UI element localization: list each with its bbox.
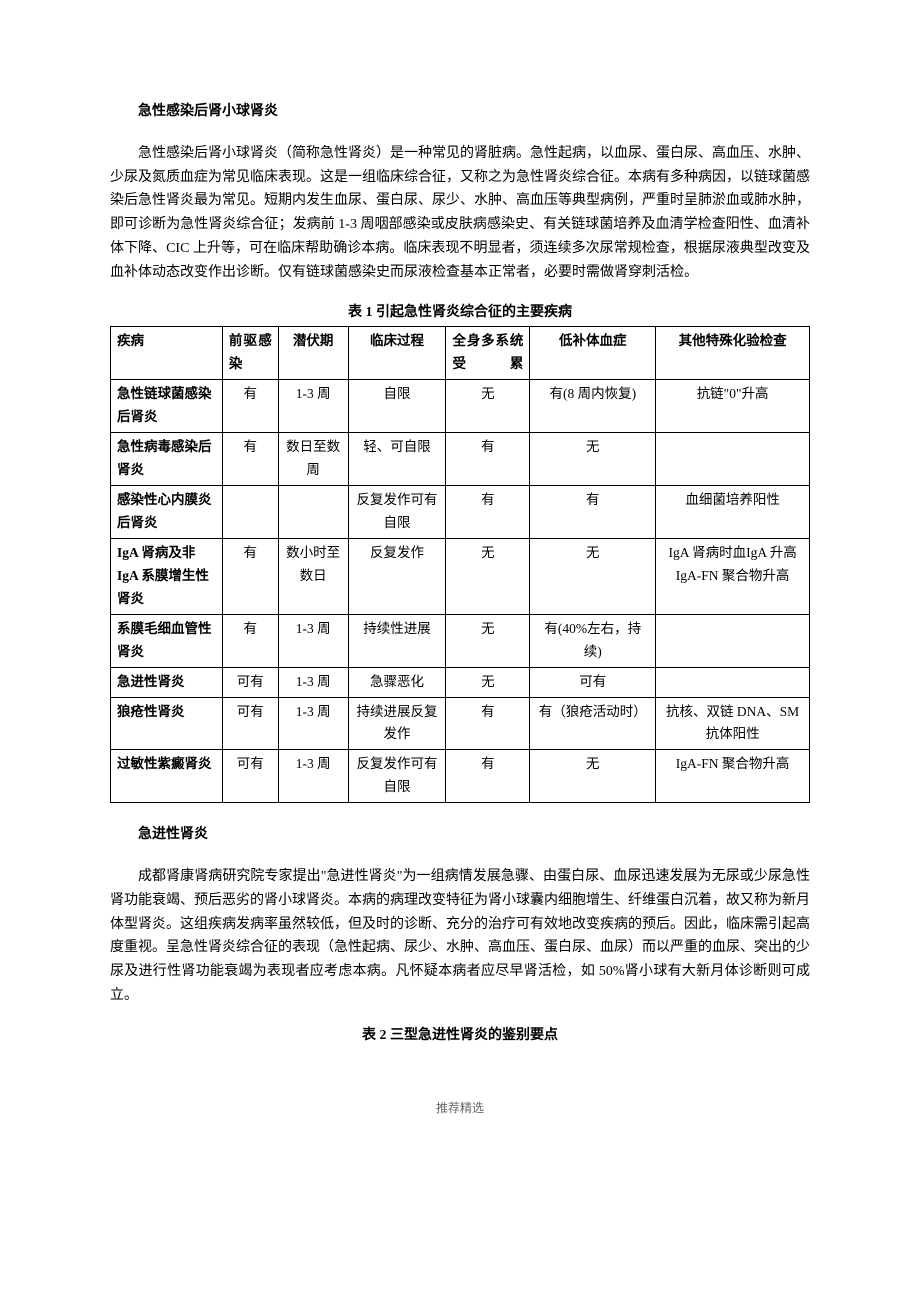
cell-prodrome: 有 xyxy=(222,538,278,614)
cell-clinical: 急骤恶化 xyxy=(348,667,446,697)
table-row: 系膜毛细血管性肾炎有1-3 周持续性进展无有(40%左右，持续) xyxy=(111,614,810,667)
th-clinical: 临床过程 xyxy=(348,327,446,380)
cell-disease: 狼疮性肾炎 xyxy=(111,697,223,750)
cell-clinical: 持续进展反复发作 xyxy=(348,697,446,750)
th-incubation: 潜伏期 xyxy=(278,327,348,380)
cell-systemic: 无 xyxy=(446,667,530,697)
cell-systemic: 无 xyxy=(446,380,530,433)
section1-paragraph: 急性感染后肾小球肾炎（简称急性肾炎）是一种常见的肾脏病。急性起病，以血尿、蛋白尿… xyxy=(110,142,810,285)
table-row: 感染性心内膜炎后肾炎反复发作可有自限有有血细菌培养阳性 xyxy=(111,486,810,539)
cell-clinical: 反复发作可有自限 xyxy=(348,486,446,539)
cell-prodrome: 有 xyxy=(222,614,278,667)
cell-disease: 感染性心内膜炎后肾炎 xyxy=(111,486,223,539)
cell-complement: 可有 xyxy=(530,667,656,697)
cell-complement: 有(8 周内恢复) xyxy=(530,380,656,433)
table2-caption: 表 2 三型急进性肾炎的鉴别要点 xyxy=(110,1024,810,1048)
th-disease: 疾病 xyxy=(111,327,223,380)
cell-complement: 无 xyxy=(530,538,656,614)
cell-incubation: 1-3 周 xyxy=(278,380,348,433)
cell-prodrome: 可有 xyxy=(222,667,278,697)
cell-disease: 急性病毒感染后肾炎 xyxy=(111,433,223,486)
table-row: 过敏性紫癜肾炎可有1-3 周反复发作可有自限有无IgA-FN 聚合物升高 xyxy=(111,750,810,803)
cell-special: 抗核、双链 DNA、SM 抗体阳性 xyxy=(656,697,810,750)
section2-paragraph: 成都肾康肾病研究院专家提出"急进性肾炎"为一组病情发展急骤、由蛋白尿、血尿迅速发… xyxy=(110,865,810,1008)
table-row: 急进性肾炎可有1-3 周急骤恶化无可有 xyxy=(111,667,810,697)
cell-special: 抗链"0"升高 xyxy=(656,380,810,433)
table-row: 急性病毒感染后肾炎有数日至数周轻、可自限有无 xyxy=(111,433,810,486)
cell-complement: 无 xyxy=(530,433,656,486)
cell-special: 血细菌培养阳性 xyxy=(656,486,810,539)
section2-title: 急进性肾炎 xyxy=(110,823,810,847)
cell-disease: 急性链球菌感染后肾炎 xyxy=(111,380,223,433)
cell-incubation: 1-3 周 xyxy=(278,667,348,697)
page-footer: 推荐精选 xyxy=(110,1098,810,1118)
cell-systemic: 有 xyxy=(446,433,530,486)
cell-prodrome: 可有 xyxy=(222,697,278,750)
table-row: 狼疮性肾炎可有1-3 周持续进展反复发作有有（狼疮活动时）抗核、双链 DNA、S… xyxy=(111,697,810,750)
cell-systemic: 无 xyxy=(446,538,530,614)
section1-title: 急性感染后肾小球肾炎 xyxy=(110,100,810,124)
cell-complement: 有(40%左右，持续) xyxy=(530,614,656,667)
cell-complement: 有 xyxy=(530,486,656,539)
cell-disease: 系膜毛细血管性肾炎 xyxy=(111,614,223,667)
cell-prodrome: 可有 xyxy=(222,750,278,803)
cell-special xyxy=(656,433,810,486)
cell-special xyxy=(656,667,810,697)
cell-systemic: 有 xyxy=(446,750,530,803)
th-special: 其他特殊化验检查 xyxy=(656,327,810,380)
cell-special: IgA-FN 聚合物升高 xyxy=(656,750,810,803)
cell-clinical: 反复发作 xyxy=(348,538,446,614)
cell-disease: 过敏性紫癜肾炎 xyxy=(111,750,223,803)
cell-prodrome: 有 xyxy=(222,380,278,433)
cell-systemic: 有 xyxy=(446,486,530,539)
cell-incubation: 1-3 周 xyxy=(278,750,348,803)
cell-prodrome: 有 xyxy=(222,433,278,486)
table1-header-row: 疾病 前驱感染 潜伏期 临床过程 全身多系统受累 低补体血症 其他特殊化验检查 xyxy=(111,327,810,380)
cell-complement: 有（狼疮活动时） xyxy=(530,697,656,750)
cell-complement: 无 xyxy=(530,750,656,803)
th-prodrome: 前驱感染 xyxy=(222,327,278,380)
cell-incubation: 1-3 周 xyxy=(278,697,348,750)
cell-incubation: 数小时至数日 xyxy=(278,538,348,614)
table-row: IgA 肾病及非IgA 系膜增生性肾炎有数小时至数日反复发作无无IgA 肾病时血… xyxy=(111,538,810,614)
cell-disease: IgA 肾病及非IgA 系膜增生性肾炎 xyxy=(111,538,223,614)
table-row: 急性链球菌感染后肾炎有1-3 周自限无有(8 周内恢复)抗链"0"升高 xyxy=(111,380,810,433)
table1-caption: 表 1 引起急性肾炎综合征的主要疾病 xyxy=(110,301,810,325)
cell-incubation xyxy=(278,486,348,539)
cell-special xyxy=(656,614,810,667)
th-complement: 低补体血症 xyxy=(530,327,656,380)
table1: 疾病 前驱感染 潜伏期 临床过程 全身多系统受累 低补体血症 其他特殊化验检查 … xyxy=(110,326,810,803)
cell-clinical: 自限 xyxy=(348,380,446,433)
cell-systemic: 有 xyxy=(446,697,530,750)
cell-disease: 急进性肾炎 xyxy=(111,667,223,697)
cell-special: IgA 肾病时血IgA 升高 IgA-FN 聚合物升高 xyxy=(656,538,810,614)
cell-incubation: 数日至数周 xyxy=(278,433,348,486)
cell-prodrome xyxy=(222,486,278,539)
cell-systemic: 无 xyxy=(446,614,530,667)
cell-clinical: 反复发作可有自限 xyxy=(348,750,446,803)
cell-clinical: 持续性进展 xyxy=(348,614,446,667)
th-systemic: 全身多系统受累 xyxy=(446,327,530,380)
cell-clinical: 轻、可自限 xyxy=(348,433,446,486)
cell-incubation: 1-3 周 xyxy=(278,614,348,667)
